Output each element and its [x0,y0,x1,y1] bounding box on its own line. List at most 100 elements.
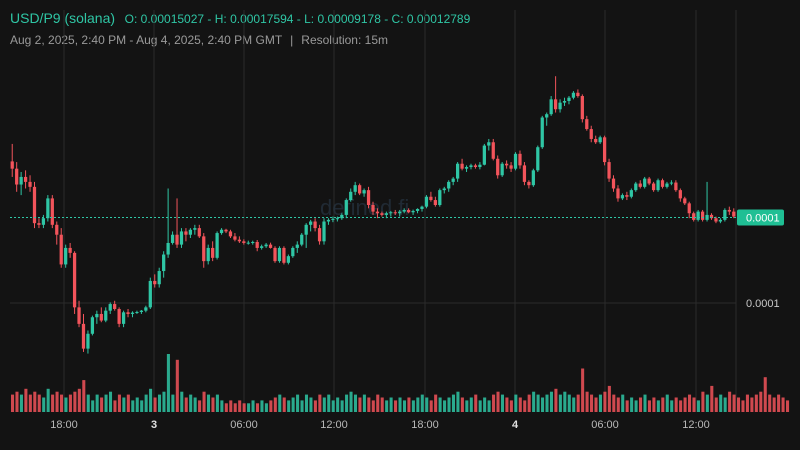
candle-body [219,229,224,234]
volume-bar [518,397,522,412]
volume-bar [149,388,153,412]
candle-body [242,241,246,243]
x-tick-label: 4 [512,419,519,431]
candle-body [237,239,242,242]
candle-body [491,142,495,159]
candle-body [340,214,344,219]
volume-bar [585,391,589,412]
volume-bar [166,354,170,412]
candle-body [509,165,513,169]
volume-bar [768,394,772,412]
volume-bar [278,394,282,412]
candle-body [179,231,184,245]
volume-bar [82,380,86,412]
volume-bar [607,385,611,412]
volume-bar [28,394,32,412]
candle-body [50,198,54,225]
volume-bar [349,391,353,412]
candle-body [447,181,451,189]
volume-bar [180,391,184,412]
header-separator: | [290,33,294,47]
candle-body [620,195,625,199]
volume-bar [394,400,398,412]
volume-bar [144,394,148,412]
volume-bar [247,403,251,412]
candle-body [545,114,549,118]
volume-bar [500,394,504,412]
volume-bar [581,368,585,412]
volume-bar [478,400,482,412]
candle-body [349,191,353,201]
candle-body [558,102,562,110]
candle-body [598,137,602,143]
volume-bar [91,400,95,412]
candle-body [669,182,674,184]
candle-body [634,183,638,191]
volume-bar [59,394,64,412]
volume-bar [296,394,300,412]
volume-bar [95,394,99,412]
volume-bar [104,394,108,412]
candle-body [455,163,460,179]
volume-bar [563,391,567,412]
volume-bars [11,354,790,412]
volume-bar [558,394,562,412]
volume-bar [451,394,455,412]
volume-bar [688,394,692,412]
volume-bar [37,394,41,412]
candle-body [687,203,691,214]
volume-bar [15,391,19,412]
volume-bar [634,400,638,412]
ohlc-readout: O: 0.00015027 - H: 0.00017594 - L: 0.000… [124,12,471,26]
volume-bar [536,394,540,412]
candle-body [366,190,371,205]
candle-body [175,234,179,245]
volume-bar [11,394,15,412]
volume-bar [331,400,335,412]
candle-body [291,247,295,257]
volume-bar [625,400,629,412]
volume-bar [24,388,28,412]
candle-body [424,196,429,207]
volume-bar [260,400,264,412]
volume-bar [652,397,656,412]
candle-body [411,210,415,213]
volume-bar [514,394,518,412]
candle-body [513,153,518,169]
candle-body [121,312,126,324]
candle-body [576,92,580,97]
candle-body [157,271,161,285]
volume-bar [376,394,380,412]
volume-bar [51,394,55,412]
volume-bar [135,397,139,412]
candle-body [317,228,322,242]
chart-subheader: Aug 2, 2025, 2:40 PM - Aug 4, 2025, 2:40… [10,33,388,47]
volume-bar [750,397,754,412]
candle-body [692,213,696,220]
volume-bar [505,397,509,412]
candle-body [660,180,665,187]
candle-body [113,304,117,310]
volume-bar [313,400,317,412]
volume-bar [407,397,411,412]
candle-body [562,100,567,103]
volume-bar [304,394,309,412]
volume-bar [184,397,188,412]
volume-bar [665,394,669,412]
candle-body [19,176,23,185]
candle-body [335,218,339,220]
candle-body [331,218,335,220]
candle-body [184,231,188,235]
volume-bar [492,394,496,412]
candle-body [700,211,705,220]
candle-body [389,212,393,214]
volume-bar [705,394,709,412]
volume-bar [696,400,700,412]
candle-body [482,145,486,165]
candles [10,76,736,354]
candle-body [15,168,19,185]
candle-body [139,310,144,312]
volume-bar [416,397,420,412]
volume-bar [371,400,375,412]
